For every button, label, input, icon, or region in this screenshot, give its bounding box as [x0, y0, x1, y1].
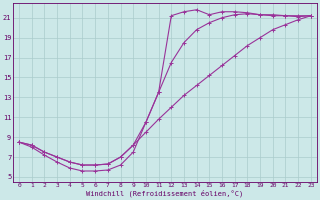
X-axis label: Windchill (Refroidissement éolien,°C): Windchill (Refroidissement éolien,°C) — [86, 190, 244, 197]
